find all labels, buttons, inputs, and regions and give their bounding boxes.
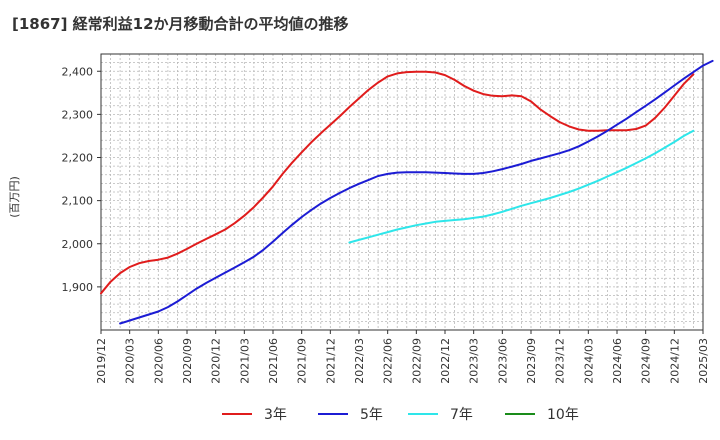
x-tick-label: 2021/12 [324,338,337,384]
chart-title: [1867] 経常利益12か月移動合計の平均値の推移 [12,15,349,33]
y-tick-label: 2,400 [62,65,94,78]
series-line-2 [119,59,714,325]
x-tick-label: 2023/03 [468,338,481,384]
x-tick-label: 2021/06 [267,338,280,384]
x-tick-label: 2020/03 [124,338,137,384]
x-tick-label: 2024/06 [611,338,624,384]
series-line-3 [348,129,695,244]
legend-label-4: 10年 [547,407,579,423]
x-tick-label: 2024/09 [640,338,653,384]
x-tick-label: 2019/12 [95,338,108,384]
x-tick-label: 2020/06 [152,338,165,384]
x-tick-label: 2023/09 [525,338,538,384]
x-tick-label: 2022/06 [382,338,395,384]
x-tick-label: 2021/03 [238,338,251,384]
y-tick-label: 2,300 [62,108,94,121]
y-tick-label: 2,100 [62,195,94,208]
y-tick-label: 2,200 [62,152,94,165]
legend-label-1: 3年 [264,407,287,423]
x-tick-label: 2022/03 [353,338,366,384]
x-tick-label: 2020/09 [181,338,194,384]
y-tick-label: 2,000 [62,238,94,251]
y-tick-label: 1,900 [62,281,94,294]
x-tick-label: 2024/03 [582,338,595,384]
x-tick-label: 2023/12 [554,338,567,384]
legend-label-3: 7年 [450,407,473,423]
x-tick-label: 2021/09 [296,338,309,384]
grid-lines [100,53,704,331]
legend-label-2: 5年 [360,407,383,423]
x-tick-label: 2024/12 [668,338,681,384]
series-line-1 [100,70,695,295]
x-tick-label: 2023/06 [496,338,509,384]
x-tick-label: 2022/09 [410,338,423,384]
plot-frame [100,53,704,331]
x-tick-label: 2022/12 [439,338,452,384]
x-tick-label: 2020/12 [210,338,223,384]
x-tick-label: 2025/03 [697,338,710,384]
y-axis-label: (百万円) [8,176,21,218]
